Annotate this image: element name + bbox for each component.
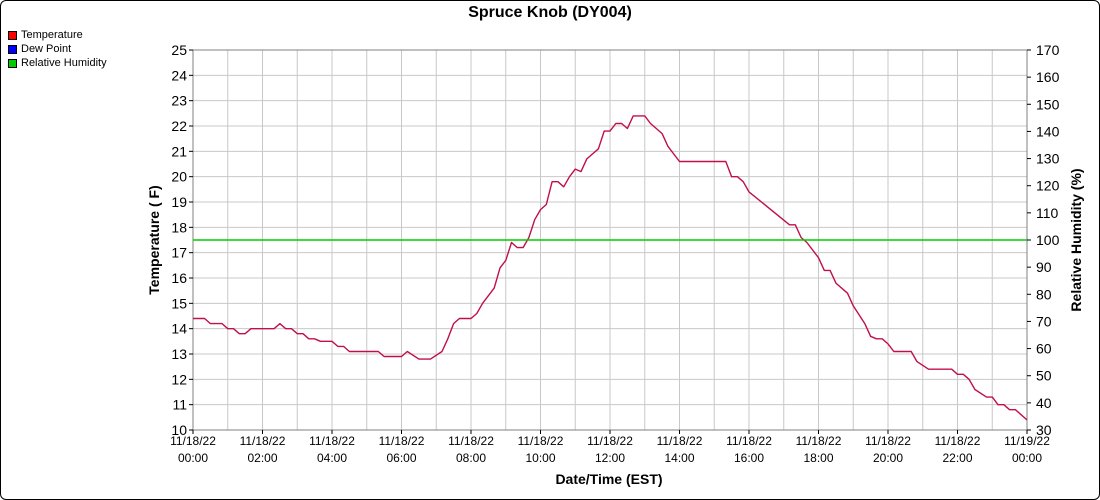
y2-tick-label: 30	[1036, 422, 1052, 438]
x-tick-time: 10:00	[525, 451, 555, 465]
temperature-line	[193, 115, 1028, 421]
y2-tick-label: 40	[1036, 395, 1052, 411]
x-axis-label: Date/Time (EST)	[555, 471, 662, 487]
y-tick-label: 14	[171, 321, 187, 337]
x-tick-time: 04:00	[317, 451, 347, 465]
x-tick-date: 11/19/22	[1004, 434, 1050, 448]
y-tick-label: 22	[171, 118, 187, 134]
y2-axis-ticks: 30 40 50 60 70 80 90 100 110 120 130 140 150 160 170	[1027, 42, 1060, 438]
legend-swatch-temperature	[8, 30, 17, 40]
x-tick-time: 06:00	[386, 451, 416, 465]
grid	[192, 49, 1028, 431]
y2-tick-label: 160	[1036, 69, 1060, 85]
x-tick-time: 00:00	[178, 451, 208, 465]
x-tick-time: 14:00	[664, 451, 694, 465]
y-tick-label: 10	[171, 422, 187, 438]
y2-tick-label: 100	[1036, 232, 1060, 248]
x-tick-date: 11/18/22	[240, 434, 286, 448]
x-tick-date: 11/18/22	[170, 434, 216, 448]
legend: Temperature Dew Point Relative Humidity	[8, 28, 107, 70]
y2-tick-label: 70	[1036, 313, 1052, 329]
x-tick-date: 11/18/22	[935, 434, 981, 448]
y-tick-label: 11	[172, 397, 187, 413]
y-tick-label: 19	[171, 194, 187, 210]
x-tick-date: 11/18/22	[657, 434, 703, 448]
y2-tick-label: 90	[1036, 259, 1052, 275]
y2-tick-label: 110	[1036, 205, 1059, 221]
y-tick-label: 20	[171, 169, 187, 185]
legend-swatch-dew-point	[8, 44, 17, 54]
chart-title: Spruce Knob (DY004)	[468, 4, 632, 21]
y-tick-label: 24	[171, 67, 187, 83]
legend-item-temperature: Temperature	[8, 28, 107, 42]
y2-tick-label: 120	[1036, 178, 1060, 194]
y2-axis-label: Relative Humidity (%)	[1068, 168, 1084, 311]
x-tick-time: 00:00	[1012, 451, 1042, 465]
x-tick-date: 11/18/22	[587, 434, 633, 448]
y-axis-label: Temperature ( F)	[146, 185, 162, 294]
series-layer	[193, 115, 1028, 421]
y2-tick-label: 80	[1036, 286, 1052, 302]
x-tick-time: 20:00	[873, 451, 903, 465]
y-tick-label: 21	[171, 143, 187, 159]
x-tick-time: 16:00	[734, 451, 764, 465]
x-tick-date: 11/18/22	[379, 434, 425, 448]
y-tick-label: 23	[171, 93, 187, 109]
x-tick-date: 11/18/22	[448, 434, 494, 448]
y-tick-label: 16	[171, 270, 187, 286]
x-axis-ticks: 11/18/22 00:00 11/18/22 02:00 11/18/22 04:00 1…	[170, 430, 1050, 465]
y2-tick-label: 140	[1036, 123, 1060, 139]
y-tick-label: 12	[171, 371, 187, 387]
y-tick-label: 13	[171, 346, 187, 362]
legend-label-temperature: Temperature	[21, 29, 83, 41]
legend-item-dew-point: Dew Point	[8, 42, 107, 56]
y-tick-label: 18	[171, 219, 187, 235]
x-tick-date: 11/18/22	[796, 434, 842, 448]
y2-tick-label: 130	[1036, 151, 1060, 167]
legend-item-relative-humidity: Relative Humidity	[8, 56, 107, 70]
legend-label-relative-humidity: Relative Humidity	[21, 57, 107, 69]
x-tick-date: 11/18/22	[309, 434, 355, 448]
legend-label-dew-point: Dew Point	[21, 43, 72, 55]
x-tick-time: 08:00	[456, 451, 486, 465]
x-tick-date: 11/18/22	[726, 434, 772, 448]
x-tick-time: 22:00	[942, 451, 972, 465]
x-tick-time: 18:00	[803, 451, 833, 465]
y2-tick-label: 170	[1036, 42, 1060, 58]
y-axis-ticks: 10 11 12 13 14 15 16 17 18 19 20 21 22 23 24 25	[171, 42, 193, 438]
y-tick-label: 25	[171, 42, 187, 58]
y-tick-label: 17	[171, 245, 187, 261]
x-tick-time: 02:00	[247, 451, 277, 465]
x-tick-date: 11/18/22	[865, 434, 911, 448]
y2-tick-label: 60	[1036, 341, 1052, 357]
x-tick-time: 12:00	[595, 451, 625, 465]
y2-tick-label: 50	[1036, 368, 1052, 384]
x-tick-date: 11/18/22	[518, 434, 564, 448]
y-tick-label: 15	[171, 295, 187, 311]
legend-swatch-relative-humidity	[8, 58, 17, 68]
y2-tick-label: 150	[1036, 96, 1060, 112]
